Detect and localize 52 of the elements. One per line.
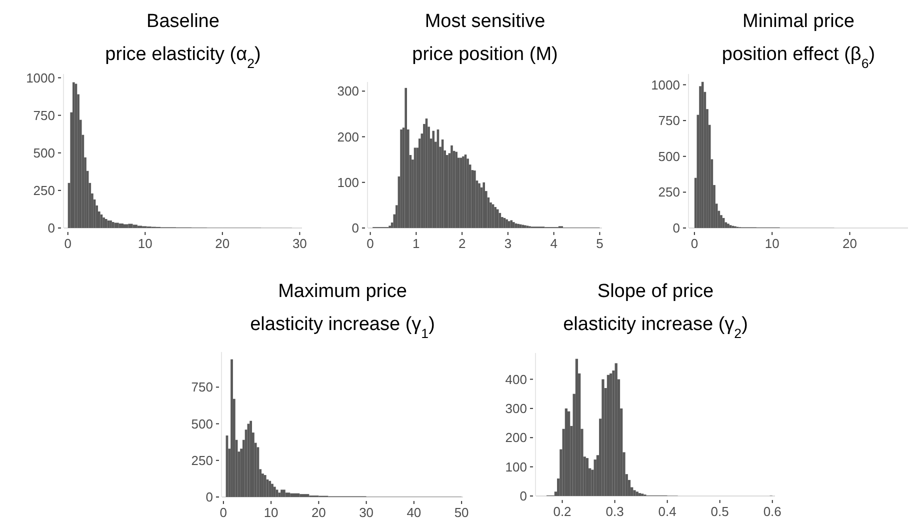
- x-tick-label: 10: [264, 505, 278, 520]
- x-tick-label: 50: [454, 505, 469, 520]
- x-tick-label: 30: [359, 505, 374, 520]
- x-tick-label: 0: [366, 236, 374, 251]
- y-tick-label: 250: [33, 182, 55, 198]
- y-tick-label: 1000: [26, 70, 55, 86]
- y-tick-label: 0: [520, 488, 527, 504]
- x-tick-label: 10: [764, 236, 780, 251]
- y-tick-label: 500: [33, 145, 55, 160]
- chart-title: Most sensitive price position (M): [412, 11, 558, 65]
- chart-title: Maximum price elasticity increase (γ$_{1}$): [250, 281, 435, 340]
- x-tick-label: 5: [596, 236, 604, 251]
- x-tick-label: 20: [215, 236, 230, 251]
- y-tick-label: 750: [191, 380, 213, 395]
- x-tick-label: 0.4: [658, 504, 676, 519]
- y-tick-label: 500: [191, 416, 213, 432]
- y-tick-label: 0: [206, 490, 213, 505]
- y-tick-label: 750: [33, 108, 55, 123]
- y-tick-label: 200: [337, 129, 359, 144]
- x-tick-label: 0: [690, 236, 698, 251]
- x-tick-label: 2: [458, 236, 466, 251]
- x-tick-label: 0.2: [553, 504, 572, 519]
- y-tick-label: 300: [505, 401, 527, 416]
- x-tick-label: 20: [842, 236, 857, 251]
- y-tick-label: 500: [658, 148, 680, 164]
- y-tick-label: 200: [505, 430, 527, 446]
- y-tick-label: 250: [658, 184, 680, 200]
- y-tick-label: 250: [191, 452, 213, 468]
- x-tick-label: 4: [550, 236, 558, 251]
- x-tick-label: 0.6: [763, 504, 782, 519]
- x-tick-label: 0.5: [710, 504, 729, 519]
- chart-title: Slope of price elasticity increase (γ$_{2}$): [563, 281, 748, 340]
- y-tick-label: 0: [48, 220, 55, 236]
- y-tick-label: 750: [658, 113, 680, 128]
- x-tick-label: 40: [406, 505, 422, 520]
- x-tick-label: 0: [64, 236, 72, 251]
- chart-title: Baseline price elasticity (α$_{2}$): [105, 11, 261, 70]
- y-tick-label: 0: [672, 220, 680, 236]
- y-tick-label: 400: [505, 372, 527, 387]
- y-tick-label: 100: [337, 174, 359, 190]
- x-tick-label: 1: [412, 236, 420, 251]
- x-tick-label: 30: [292, 236, 307, 251]
- y-tick-label: 0: [352, 220, 359, 236]
- y-tick-label: 300: [337, 84, 359, 99]
- y-tick-label: 100: [505, 459, 527, 474]
- x-tick-label: 3: [504, 236, 512, 251]
- x-tick-label: 10: [138, 236, 152, 251]
- x-tick-label: 0: [220, 505, 228, 520]
- x-tick-label: 0.3: [606, 504, 624, 519]
- y-tick-label: 1000: [651, 77, 680, 92]
- chart-title: Minimal price position effect (β$_{6}$): [722, 11, 876, 70]
- x-tick-label: 20: [311, 505, 326, 520]
